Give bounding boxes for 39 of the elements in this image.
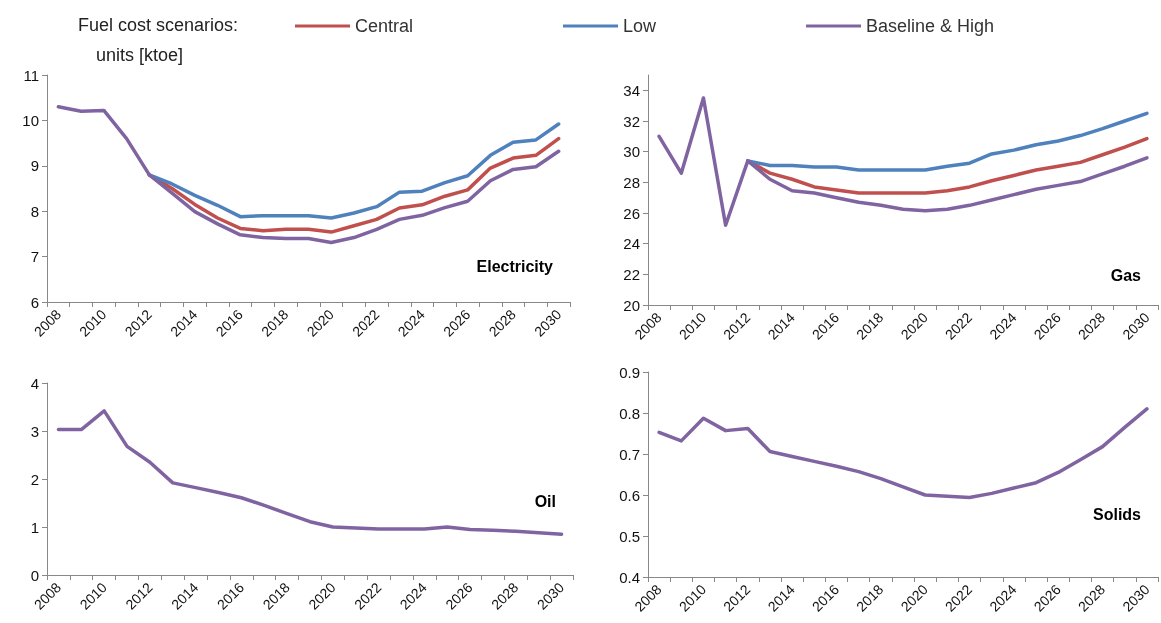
y-tick-label: 34: [623, 81, 640, 99]
y-tick-label: 2: [30, 470, 39, 488]
text: Electricity: [476, 257, 554, 275]
y-tick-label: 0.9: [619, 363, 640, 381]
line-series: [657, 96, 1149, 228]
legend-title: Fuel cost scenarios:: [78, 15, 239, 35]
y-tick-label: 26: [623, 204, 640, 222]
y-tick-label: 32: [623, 112, 640, 130]
y-tick-label: 8: [30, 202, 39, 220]
line-series: [56, 105, 561, 245]
y-tick-label: 10: [22, 111, 39, 129]
text: Oil: [534, 492, 557, 510]
y-tick-label: 6: [30, 293, 39, 311]
y-tick-label: 11: [23, 66, 39, 84]
y-tick-label: 20: [623, 296, 640, 314]
y-tick-label: 0: [30, 566, 39, 584]
legend-label: Baseline & High: [866, 16, 995, 36]
y-tick-label: 0.7: [619, 445, 640, 463]
text: units [ktoe]: [96, 45, 184, 65]
text: Solids: [1092, 505, 1142, 523]
line-series: [657, 407, 1149, 500]
line-series: [746, 111, 1149, 172]
y-tick-label: 24: [623, 235, 640, 253]
y-tick-label: 0.4: [619, 568, 640, 586]
y-tick-label: 4: [30, 374, 39, 392]
y-tick-label: 30: [623, 143, 640, 161]
y-tick-label: 7: [30, 248, 39, 266]
y-tick-label: 9: [30, 157, 39, 175]
y-tick-label: 1: [30, 518, 39, 536]
y-tick-label: 0.6: [619, 486, 640, 504]
text: Gas: [1110, 267, 1142, 285]
legend-label: Central: [355, 16, 414, 36]
line-series: [56, 409, 564, 536]
y-tick-label: 22: [623, 265, 640, 283]
y-tick-label: 28: [623, 173, 640, 191]
y-tick-label: 3: [30, 422, 39, 440]
legend-label: Low: [623, 16, 658, 36]
y-tick-label: 0.5: [619, 527, 640, 545]
y-tick-label: 0.8: [619, 404, 640, 422]
